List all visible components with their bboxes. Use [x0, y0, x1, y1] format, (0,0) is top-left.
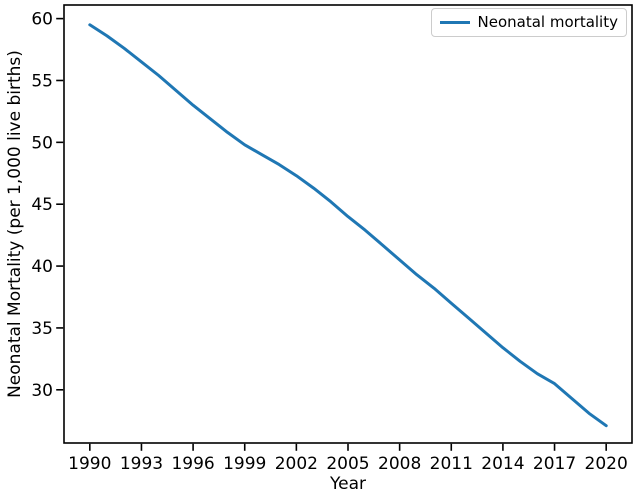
x-tick-label: 1996 [171, 454, 214, 474]
y-tick-label: 55 [31, 71, 53, 91]
plot-border [63, 4, 633, 444]
x-tick-label: 1993 [120, 454, 163, 474]
x-axis-label: Year [330, 474, 366, 494]
x-tick-label: 1999 [223, 454, 266, 474]
y-tick-label: 35 [31, 319, 53, 339]
x-tick-label: 1990 [68, 454, 111, 474]
x-tick-label: 2005 [326, 454, 369, 474]
x-tick-label: 2017 [533, 454, 576, 474]
legend: Neonatal mortality [430, 8, 627, 37]
x-tick-label: 2020 [585, 454, 628, 474]
y-tick-label: 45 [31, 195, 53, 215]
y-axis-label: Neonatal Mortality (per 1,000 live birth… [5, 50, 25, 398]
x-tick-label: 2014 [481, 454, 524, 474]
y-tick-label: 50 [31, 133, 53, 153]
axis-ticks: 1990 1993 1996 1999 2002 2005 2008 2011 2014 2017… [31, 10, 627, 474]
y-tick-label: 30 [31, 381, 53, 401]
series-line [88, 23, 608, 428]
legend-entry-label: Neonatal mortality [477, 13, 618, 31]
x-tick-label: 2002 [275, 454, 318, 474]
y-tick-label: 40 [31, 257, 53, 277]
data-series [88, 23, 608, 428]
x-tick-label: 2011 [430, 454, 473, 474]
y-tick-label: 60 [31, 10, 53, 30]
x-tick-label: 2008 [378, 454, 421, 474]
legend-line-swatch [439, 21, 470, 24]
